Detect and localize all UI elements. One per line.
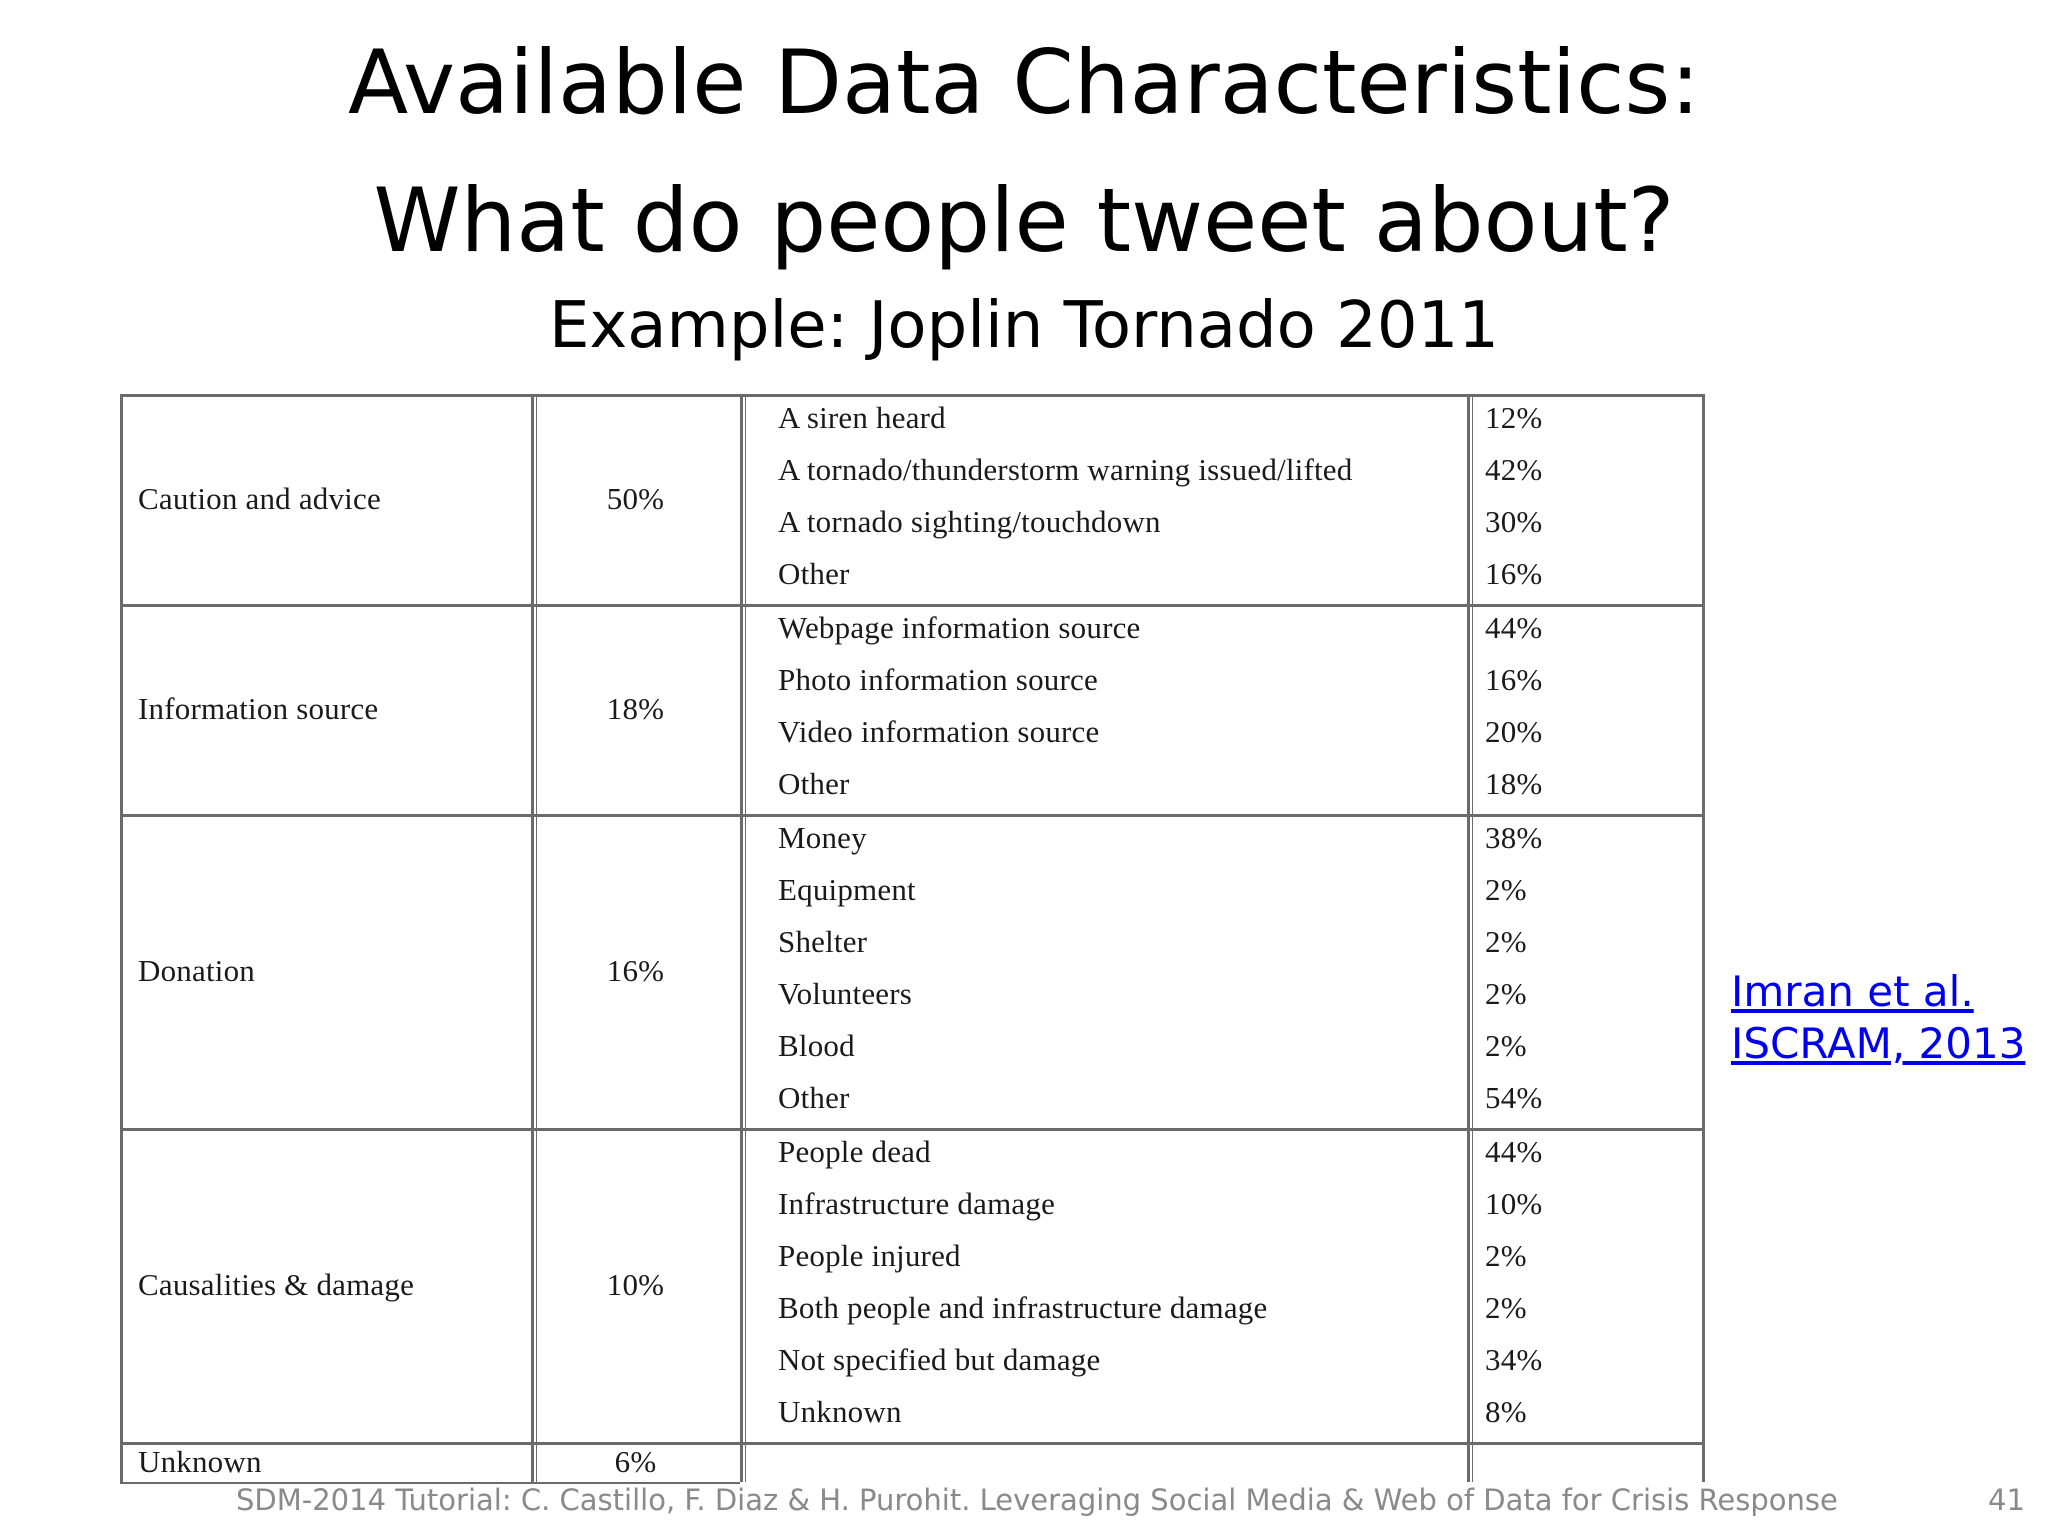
subcategory-label: Not specified but damage: [778, 1342, 1101, 1377]
subcategory-label: Other: [778, 766, 850, 801]
table-vertical-rule: [745, 394, 746, 1482]
subcategory-value: 2%: [1485, 1238, 1527, 1273]
category-share: 10%: [606, 1267, 665, 1302]
subcategory-value: 42%: [1485, 452, 1543, 487]
table-horizontal-rule: [120, 1442, 1702, 1445]
slide-title-line-1: Available Data Characteristics:: [348, 31, 1700, 134]
subcategory-value: 16%: [1485, 556, 1543, 591]
subcategory-label: Volunteers: [778, 976, 913, 1011]
subcategory-value: 54%: [1485, 1080, 1543, 1115]
table-horizontal-rule: [120, 1128, 1702, 1131]
subcategory-label: Other: [778, 1080, 850, 1115]
table-vertical-rule: [1472, 394, 1473, 1482]
table-vertical-rule: [1467, 394, 1470, 1482]
slide-footer: SDM-2014 Tutorial: C. Castillo, F. Diaz …: [236, 1483, 1838, 1517]
page-number: 41: [1988, 1483, 2025, 1517]
category-label: Causalities & damage: [138, 1267, 415, 1302]
subcategory-label: A tornado/thunderstorm warning issued/li…: [778, 452, 1353, 487]
table-vertical-rule: [740, 394, 743, 1482]
category-label: Unknown: [138, 1444, 262, 1479]
citation-line-1[interactable]: Imran et al.: [1731, 967, 1974, 1016]
tweet-category-table: Caution and advice 50% A siren heard 12% A t…: [118, 392, 1706, 1488]
table-horizontal-rule: [120, 814, 1702, 817]
subcategory-value: 2%: [1485, 872, 1527, 907]
subcategory-label: Money: [778, 820, 867, 855]
citation-line-2[interactable]: ISCRAM, 2013: [1731, 1019, 2026, 1068]
subcategory-label: Other: [778, 556, 850, 591]
subcategory-label: Equipment: [778, 872, 916, 907]
subcategory-label: Shelter: [778, 924, 868, 959]
category-share: 16%: [606, 953, 665, 988]
subcategory-value: 20%: [1485, 714, 1543, 749]
subcategory-value: 8%: [1485, 1394, 1527, 1429]
category-label: Donation: [138, 953, 255, 988]
subcategory-label: Webpage information source: [778, 610, 1141, 645]
subcategory-label: A siren heard: [778, 400, 946, 435]
subcategory-value: 2%: [1485, 1028, 1527, 1063]
subcategory-value: 2%: [1485, 976, 1527, 1011]
subcategory-label: Both people and infrastructure damage: [778, 1290, 1268, 1325]
table-vertical-rule: [120, 394, 123, 1482]
subcategory-value: 18%: [1485, 766, 1543, 801]
subcategory-value: 12%: [1485, 400, 1543, 435]
subcategory-value: 30%: [1485, 504, 1543, 539]
category-share: 18%: [606, 691, 665, 726]
subcategory-value: 2%: [1485, 1290, 1527, 1325]
subcategory-label: Infrastructure damage: [778, 1186, 1056, 1221]
subcategory-value: 2%: [1485, 924, 1527, 959]
category-label: Information source: [138, 691, 379, 726]
subcategory-label: Blood: [778, 1028, 855, 1063]
table-vertical-rule: [536, 394, 537, 1482]
subcategory-value: 10%: [1485, 1186, 1543, 1221]
table-horizontal-rule: [120, 1482, 740, 1484]
citation-link[interactable]: Imran et al. ISCRAM, 2013: [1731, 966, 2025, 1070]
subcategory-label: Photo information source: [778, 662, 1098, 697]
subcategory-value: 38%: [1485, 820, 1543, 855]
table-vertical-rule: [1702, 394, 1705, 1482]
subcategory-label: A tornado sighting/touchdown: [778, 504, 1161, 539]
subcategory-label: Unknown: [778, 1394, 902, 1429]
subcategory-label: People injured: [778, 1238, 961, 1273]
table-horizontal-rule: [120, 394, 1702, 397]
subcategory-label: People dead: [778, 1134, 931, 1169]
slide-subtitle: Example: Joplin Tornado 2011: [548, 289, 1500, 363]
category-label: Caution and advice: [138, 481, 381, 516]
slide-title-line-2: What do people tweet about?: [373, 169, 1675, 272]
table-horizontal-rule: [120, 604, 1702, 607]
category-share: 6%: [614, 1444, 657, 1479]
category-share: 50%: [606, 481, 665, 516]
table-vertical-rule: [531, 394, 534, 1482]
subcategory-value: 44%: [1485, 1134, 1543, 1169]
subcategory-value: 16%: [1485, 662, 1543, 697]
subcategory-value: 44%: [1485, 610, 1543, 645]
subcategory-value: 34%: [1485, 1342, 1543, 1377]
subcategory-label: Video information source: [778, 714, 1100, 749]
